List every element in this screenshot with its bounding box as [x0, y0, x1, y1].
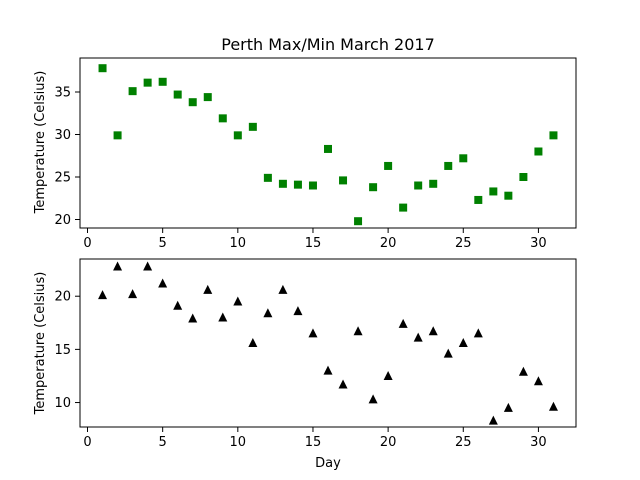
top-data-point	[384, 161, 393, 170]
top-data-point	[308, 181, 317, 190]
top-data-point	[143, 78, 152, 87]
bottom-data-point	[383, 370, 393, 380]
bottom-data-point	[203, 284, 213, 294]
top-x-tick-label: 10	[230, 236, 247, 251]
bottom-data-point	[143, 261, 153, 271]
top-data-point	[248, 122, 257, 131]
top-data-point	[158, 77, 167, 86]
top-data-point	[339, 176, 348, 185]
top-chart-y-axis-label: Temperature (Celsius)	[33, 71, 48, 215]
top-y-tick-label: 30	[54, 128, 71, 143]
top-y-tick-label: 25	[54, 171, 71, 186]
bottom-x-tick-label: 30	[530, 435, 547, 450]
bottom-data-point	[443, 348, 453, 358]
bottom-data-point	[533, 376, 543, 386]
bottom-data-point	[353, 326, 363, 336]
top-data-point	[549, 131, 558, 140]
bottom-data-point	[128, 289, 138, 299]
top-data-point	[278, 179, 287, 188]
top-data-point	[414, 181, 423, 190]
bottom-x-tick-label: 25	[455, 435, 472, 450]
bottom-data-point	[413, 332, 423, 342]
top-y-tick-label: 35	[54, 86, 71, 101]
bottom-data-point	[428, 326, 438, 336]
bottom-y-tick-label: 10	[54, 396, 71, 411]
top-data-point	[459, 154, 468, 163]
bottom-data-point	[548, 401, 558, 411]
bottom-data-point	[518, 366, 528, 376]
bottom-data-point	[323, 365, 333, 375]
top-x-tick-label: 5	[159, 236, 167, 251]
bottom-chart-x-axis-label: Day	[315, 456, 341, 471]
plot-layer: 0 5 10 15 20 25 30 20 25 30 35 0 5 10 15 20 25 30 10 15 20	[54, 57, 577, 450]
bottom-data-point	[158, 278, 168, 288]
bottom-chart-y-axis-label: Temperature (Celsius)	[33, 272, 48, 416]
top-data-point	[489, 187, 498, 196]
top-data-point	[173, 90, 182, 99]
top-data-point	[293, 180, 302, 189]
top-chart-title: Perth Max/Min March 2017	[221, 35, 435, 54]
bottom-data-point	[173, 300, 183, 310]
bottom-plot-frame	[79, 258, 577, 428]
top-x-tick-label: 15	[305, 236, 322, 251]
top-data-point	[188, 98, 197, 107]
top-plot-frame	[79, 57, 577, 229]
top-x-tick-label: 0	[83, 236, 91, 251]
top-data-point	[399, 203, 408, 212]
top-data-point	[218, 114, 227, 123]
bottom-y-tick-label: 15	[54, 343, 71, 358]
bottom-x-tick-label: 15	[305, 435, 322, 450]
top-data-point	[324, 144, 332, 153]
bottom-data-point	[338, 379, 348, 389]
top-data-point	[203, 93, 212, 102]
top-data-point	[98, 64, 107, 73]
bottom-data-point	[293, 306, 303, 316]
bottom-x-tick-label: 10	[230, 435, 247, 450]
bottom-data-point	[278, 284, 288, 294]
top-x-tick-label: 25	[455, 236, 472, 251]
bottom-data-point	[503, 402, 513, 412]
bottom-data-point	[308, 328, 318, 338]
bottom-data-point	[218, 312, 228, 322]
top-data-point	[519, 173, 528, 181]
bottom-data-point	[458, 338, 468, 347]
top-x-tick-label: 20	[380, 236, 397, 251]
bottom-data-point	[248, 338, 258, 347]
top-data-point	[534, 147, 543, 156]
top-data-point	[263, 173, 272, 182]
top-data-point	[113, 131, 122, 140]
bottom-y-tick-label: 20	[54, 290, 71, 305]
top-data-point	[504, 191, 513, 200]
bottom-data-point	[368, 394, 378, 404]
top-y-tick-label: 20	[54, 213, 71, 228]
bottom-data-point	[233, 296, 243, 306]
top-data-point	[444, 161, 453, 170]
bottom-data-point	[488, 415, 498, 425]
bottom-data-point	[98, 290, 108, 300]
bottom-data-point	[188, 313, 198, 323]
top-data-point	[429, 179, 438, 188]
bottom-data-point	[113, 261, 123, 271]
bottom-data-point	[263, 308, 273, 318]
bottom-data-point	[398, 318, 408, 328]
bottom-data-point	[473, 328, 483, 338]
top-data-point	[354, 217, 363, 226]
top-data-point	[474, 195, 483, 204]
bottom-x-tick-label: 20	[380, 435, 397, 450]
top-data-point	[233, 131, 242, 140]
top-data-point	[128, 87, 137, 96]
top-x-tick-label: 30	[530, 236, 547, 251]
bottom-x-tick-label: 0	[83, 435, 91, 450]
top-data-point	[369, 183, 378, 192]
bottom-x-tick-label: 5	[159, 435, 167, 450]
